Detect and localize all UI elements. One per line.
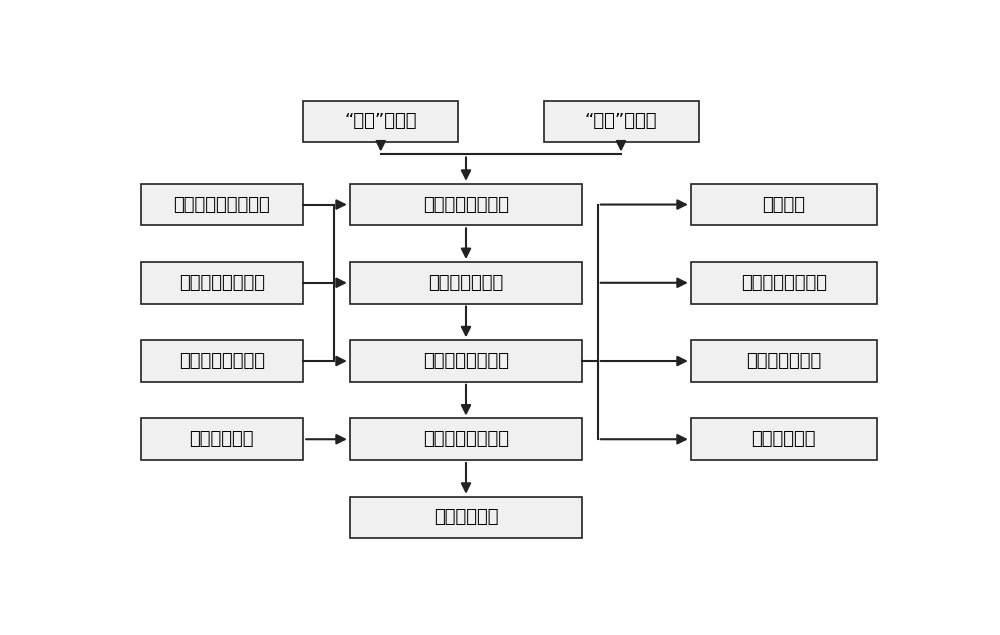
Text: 交通政策: 交通政策 [762, 196, 805, 213]
FancyBboxPatch shape [544, 101, 698, 142]
Text: 数据包络模型: 数据包络模型 [190, 431, 254, 448]
FancyBboxPatch shape [350, 340, 582, 382]
FancyBboxPatch shape [350, 418, 582, 460]
Text: 交通管理与控制: 交通管理与控制 [746, 352, 821, 370]
FancyBboxPatch shape [140, 340, 303, 382]
FancyBboxPatch shape [303, 101, 458, 142]
FancyBboxPatch shape [140, 184, 303, 225]
Text: 方案优劣排序: 方案优劣排序 [434, 509, 498, 526]
Text: 城市交通信息平台: 城市交通信息平台 [179, 274, 265, 291]
FancyBboxPatch shape [140, 418, 303, 460]
FancyBboxPatch shape [140, 262, 303, 304]
FancyBboxPatch shape [350, 497, 582, 538]
FancyBboxPatch shape [691, 262, 877, 304]
Text: “投入”类指标: “投入”类指标 [344, 112, 417, 130]
Text: 评价指标体系构建: 评价指标体系构建 [423, 196, 509, 213]
Text: “投入”类指标: “投入”类指标 [585, 112, 657, 130]
Text: 城市道路基础数据库: 城市道路基础数据库 [174, 196, 270, 213]
Text: 路网改善方案评估: 路网改善方案评估 [423, 431, 509, 448]
Text: 路网改善方案备选: 路网改善方案备选 [423, 352, 509, 370]
Text: 指标获取和量化: 指标获取和量化 [428, 274, 504, 291]
FancyBboxPatch shape [350, 262, 582, 304]
FancyBboxPatch shape [691, 418, 877, 460]
FancyBboxPatch shape [691, 184, 877, 225]
FancyBboxPatch shape [691, 340, 877, 382]
Text: 城市交通仳真模型: 城市交通仳真模型 [179, 352, 265, 370]
Text: 交通基础设施建设: 交通基础设施建设 [741, 274, 827, 291]
FancyBboxPatch shape [350, 184, 582, 225]
Text: 交通需求管理: 交通需求管理 [752, 431, 816, 448]
